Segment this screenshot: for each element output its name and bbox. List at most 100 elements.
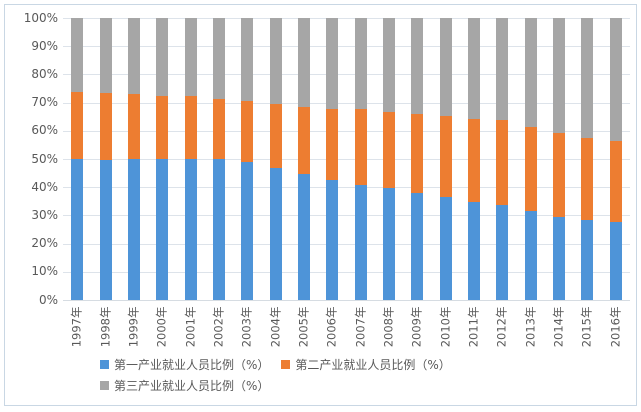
bar-segment-series1 xyxy=(127,158,140,300)
bar-segment-series1 xyxy=(496,205,509,300)
x-tick-label: 2007年 xyxy=(353,306,368,348)
x-axis-line xyxy=(63,300,630,301)
y-tick-label: 40% xyxy=(31,179,58,194)
legend-item-series1: 第一产业就业人员比例（%） xyxy=(100,356,269,373)
legend-swatch-icon xyxy=(100,381,109,390)
x-tick-label: 2011年 xyxy=(466,306,481,348)
bar-segment-series3 xyxy=(156,18,169,96)
legend-item-series3: 第三产业就业人员比例（%） xyxy=(100,377,269,394)
gridline xyxy=(63,18,630,19)
bar-2010年 xyxy=(439,18,452,300)
y-tick-label: 60% xyxy=(31,123,58,138)
x-tick-label: 2003年 xyxy=(239,306,254,348)
bar-segment-series2 xyxy=(156,95,169,159)
bar-segment-series1 xyxy=(609,221,622,300)
x-tick-label: 2001年 xyxy=(183,306,198,348)
bar-segment-series3 xyxy=(99,18,112,94)
bar-segment-series2 xyxy=(297,106,310,174)
x-tick-label: 2009年 xyxy=(409,306,424,348)
bar-segment-series2 xyxy=(241,100,254,162)
bar-segment-series3 xyxy=(609,18,622,141)
bar-segment-series1 xyxy=(212,159,225,300)
legend-label: 第二产业就业人员比例（%） xyxy=(295,358,451,372)
x-tick-label: 2008年 xyxy=(381,306,396,348)
y-tick-label: 50% xyxy=(31,151,58,166)
bar-2006年 xyxy=(326,18,339,300)
legend-row-1: 第一产业就业人员比例（%） 第二产业就业人员比例（%） xyxy=(100,354,451,375)
bar-segment-series1 xyxy=(581,220,594,300)
x-tick-label: 1997年 xyxy=(69,306,84,348)
gridline xyxy=(63,130,630,132)
x-tick-label: 2002年 xyxy=(211,306,226,348)
bar-2004年 xyxy=(269,18,282,300)
gridline xyxy=(63,187,630,189)
legend-row-2: 第三产业就业人员比例（%） xyxy=(100,375,451,396)
bar-segment-series3 xyxy=(127,18,140,94)
bar-segment-series2 xyxy=(99,93,112,160)
bar-segment-series2 xyxy=(581,137,594,221)
bar-segment-series1 xyxy=(241,161,254,300)
bar-2011年 xyxy=(468,18,481,300)
x-tick-label: 2006年 xyxy=(324,306,339,348)
bar-segment-series3 xyxy=(212,18,225,99)
bar-segment-series1 xyxy=(156,159,169,300)
gridline xyxy=(63,243,630,245)
x-tick-label: 2010年 xyxy=(438,306,453,348)
bar-segment-series3 xyxy=(468,18,481,119)
bar-segment-series2 xyxy=(411,114,424,193)
bar-2012年 xyxy=(496,18,509,300)
bar-2002年 xyxy=(212,18,225,300)
legend: 第一产业就业人员比例（%） 第二产业就业人员比例（%） 第三产业就业人员比例（%） xyxy=(100,354,451,396)
gridline xyxy=(63,215,630,217)
bar-segment-series3 xyxy=(383,18,396,112)
bar-segment-series3 xyxy=(71,18,84,93)
bar-segment-series1 xyxy=(269,167,282,300)
x-tick-label: 2012年 xyxy=(494,306,509,348)
x-tick-label: 2015年 xyxy=(579,306,594,348)
bar-segment-series3 xyxy=(184,18,197,97)
bar-1998年 xyxy=(99,18,112,300)
bar-2003年 xyxy=(241,18,254,300)
bar-segment-series2 xyxy=(127,93,140,159)
bar-segment-series1 xyxy=(71,159,84,300)
bar-segment-series2 xyxy=(184,96,197,159)
y-tick-label: 10% xyxy=(31,264,58,279)
bar-segment-series2 xyxy=(269,104,282,168)
bar-segment-series2 xyxy=(326,108,339,180)
bar-segment-series3 xyxy=(581,18,594,138)
bar-segment-series3 xyxy=(496,18,509,120)
bar-segment-series1 xyxy=(326,179,339,300)
bar-segment-series1 xyxy=(297,173,310,300)
x-tick-label: 1999年 xyxy=(126,306,141,348)
bar-segment-series2 xyxy=(71,92,84,160)
y-tick-label: 20% xyxy=(31,236,58,251)
gridline xyxy=(63,159,630,160)
x-tick-label: 2005年 xyxy=(296,306,311,348)
y-tick-label: 80% xyxy=(31,66,58,81)
bar-segment-series1 xyxy=(411,192,424,300)
bar-segment-series1 xyxy=(524,211,537,300)
bar-2013年 xyxy=(524,18,537,300)
gridline xyxy=(63,102,630,104)
bar-segment-series1 xyxy=(184,159,197,300)
bar-2007年 xyxy=(354,18,367,300)
bar-segment-series2 xyxy=(496,119,509,206)
bar-2009年 xyxy=(411,18,424,300)
bar-segment-series3 xyxy=(354,18,367,110)
bar-segment-series2 xyxy=(354,109,367,185)
bar-segment-series3 xyxy=(524,18,537,127)
x-tick-label: 2004年 xyxy=(268,306,283,348)
bar-segment-series1 xyxy=(354,184,367,300)
legend-item-series2: 第二产业就业人员比例（%） xyxy=(281,356,451,373)
bar-2000年 xyxy=(156,18,169,300)
bar-1999年 xyxy=(127,18,140,300)
bar-segment-series3 xyxy=(439,18,452,116)
bar-segment-series3 xyxy=(297,18,310,107)
bar-segment-series2 xyxy=(553,132,566,217)
y-tick-label: 100% xyxy=(23,10,58,25)
legend-swatch-icon xyxy=(100,360,109,369)
bar-segment-series3 xyxy=(411,18,424,115)
bar-2005年 xyxy=(297,18,310,300)
gridline xyxy=(63,74,630,76)
bar-2008年 xyxy=(383,18,396,300)
